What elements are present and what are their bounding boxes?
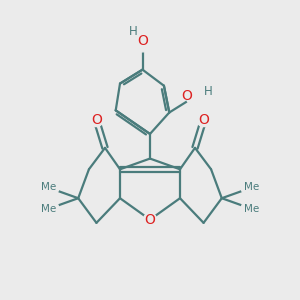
Text: Me: Me: [40, 204, 56, 214]
Circle shape: [90, 113, 103, 127]
Text: O: O: [182, 89, 193, 103]
Circle shape: [241, 198, 262, 219]
Circle shape: [38, 177, 59, 198]
Circle shape: [241, 177, 262, 198]
Text: O: O: [198, 113, 209, 127]
Circle shape: [143, 213, 157, 226]
Circle shape: [186, 87, 204, 105]
Circle shape: [134, 34, 152, 52]
Text: Me: Me: [40, 182, 56, 193]
Text: O: O: [137, 34, 148, 48]
Text: Me: Me: [244, 182, 260, 193]
Circle shape: [38, 198, 59, 219]
Text: Me: Me: [244, 204, 260, 214]
Text: H: H: [203, 85, 212, 98]
Text: O: O: [91, 113, 102, 127]
Circle shape: [197, 113, 210, 127]
Text: O: O: [145, 213, 155, 226]
Text: H: H: [128, 25, 137, 38]
